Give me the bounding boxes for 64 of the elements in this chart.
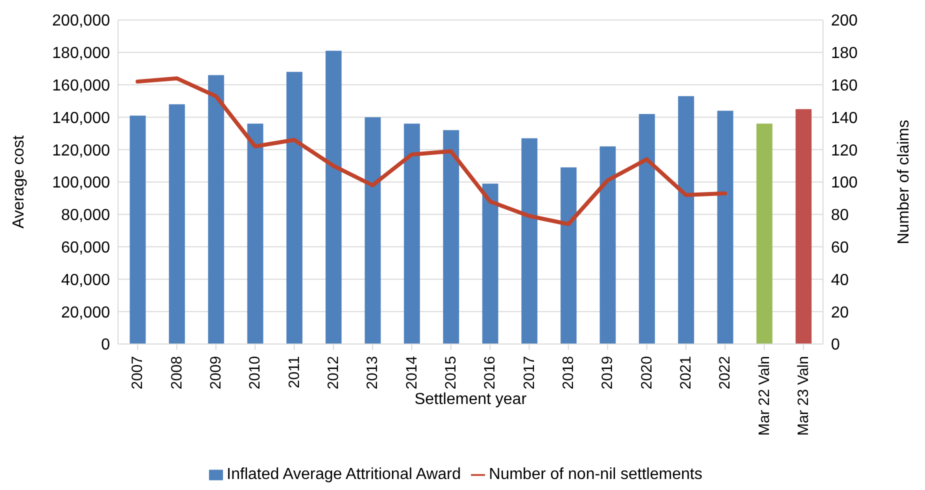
bar <box>130 116 146 344</box>
x-tick-label: 2020 <box>638 356 656 390</box>
x-tick-label: 2009 <box>207 356 224 390</box>
bar <box>326 50 342 344</box>
x-tick-label: 2010 <box>246 356 264 390</box>
bar <box>168 104 185 344</box>
y2-tick-label: 80 <box>831 207 849 224</box>
x-tick-label: 2016 <box>482 356 499 390</box>
y-tick-label: 60,000 <box>61 239 110 256</box>
y-tick-label: 80,000 <box>61 207 110 224</box>
y2-tick-label: 120 <box>831 142 858 160</box>
bar <box>600 146 616 344</box>
y-tick-label: 180,000 <box>52 45 110 62</box>
y2-tick-label: 100 <box>831 174 858 192</box>
x-tick-label: 2021 <box>677 356 694 390</box>
x-tick-label: 2014 <box>403 356 420 390</box>
bar <box>756 124 772 344</box>
x-tick-label: 2017 <box>520 356 538 390</box>
bar <box>796 109 812 344</box>
x-tick-label: 2011 <box>286 356 303 388</box>
bar <box>286 72 302 344</box>
y-tick-label: 100,000 <box>52 174 110 192</box>
x-tick-label: 2019 <box>599 356 616 390</box>
x-tick-label: Mar 22 Valn <box>756 356 773 436</box>
y2-axis-title: Number of claims <box>896 120 913 244</box>
bar <box>247 124 264 344</box>
y2-tick-label: 60 <box>831 239 849 256</box>
y-tick-label: 40,000 <box>61 272 110 289</box>
y-tick-label: 140,000 <box>52 110 110 127</box>
y2-tick-label: 40 <box>831 272 849 289</box>
bar <box>443 130 460 344</box>
y-tick-label: 0 <box>101 336 110 354</box>
y2-tick-label: 20 <box>831 304 849 322</box>
bar <box>521 138 538 344</box>
y2-tick-label: 160 <box>831 77 858 94</box>
y-tick-label: 200,000 <box>52 12 110 30</box>
bar <box>638 114 655 344</box>
y2-tick-label: 180 <box>831 45 858 62</box>
x-tick-label: 2013 <box>364 356 382 390</box>
bar <box>678 96 694 344</box>
x-tick-label: Mar 23 Valn <box>794 356 812 436</box>
x-tick-label: 2008 <box>168 356 186 390</box>
y2-tick-label: 140 <box>831 110 858 127</box>
x-tick-label: 2012 <box>324 356 342 390</box>
x-tick-label: 2022 <box>716 356 734 390</box>
bar <box>560 167 577 344</box>
y-tick-label: 160,000 <box>52 77 110 94</box>
x-tick-label: 2015 <box>442 356 460 390</box>
y2-tick-label: 200 <box>831 12 858 30</box>
bar <box>208 75 224 344</box>
y2-tick-label: 0 <box>831 336 840 354</box>
y-tick-label: 120,000 <box>52 142 110 160</box>
bar <box>364 117 381 344</box>
bar <box>404 124 420 344</box>
x-axis-title: Settlement year <box>414 391 528 408</box>
legend-label: Inflated Average Attritional Award <box>226 466 461 483</box>
bar <box>482 184 498 344</box>
bar <box>717 110 734 344</box>
y-tick-label: 20,000 <box>61 304 110 322</box>
x-tick-label: 2007 <box>129 356 146 390</box>
legend-label: Number of non-nil settlements <box>488 466 702 483</box>
x-tick-label: 2018 <box>560 356 577 390</box>
line-series <box>136 76 728 226</box>
y-axis-title: Average cost <box>10 134 28 229</box>
